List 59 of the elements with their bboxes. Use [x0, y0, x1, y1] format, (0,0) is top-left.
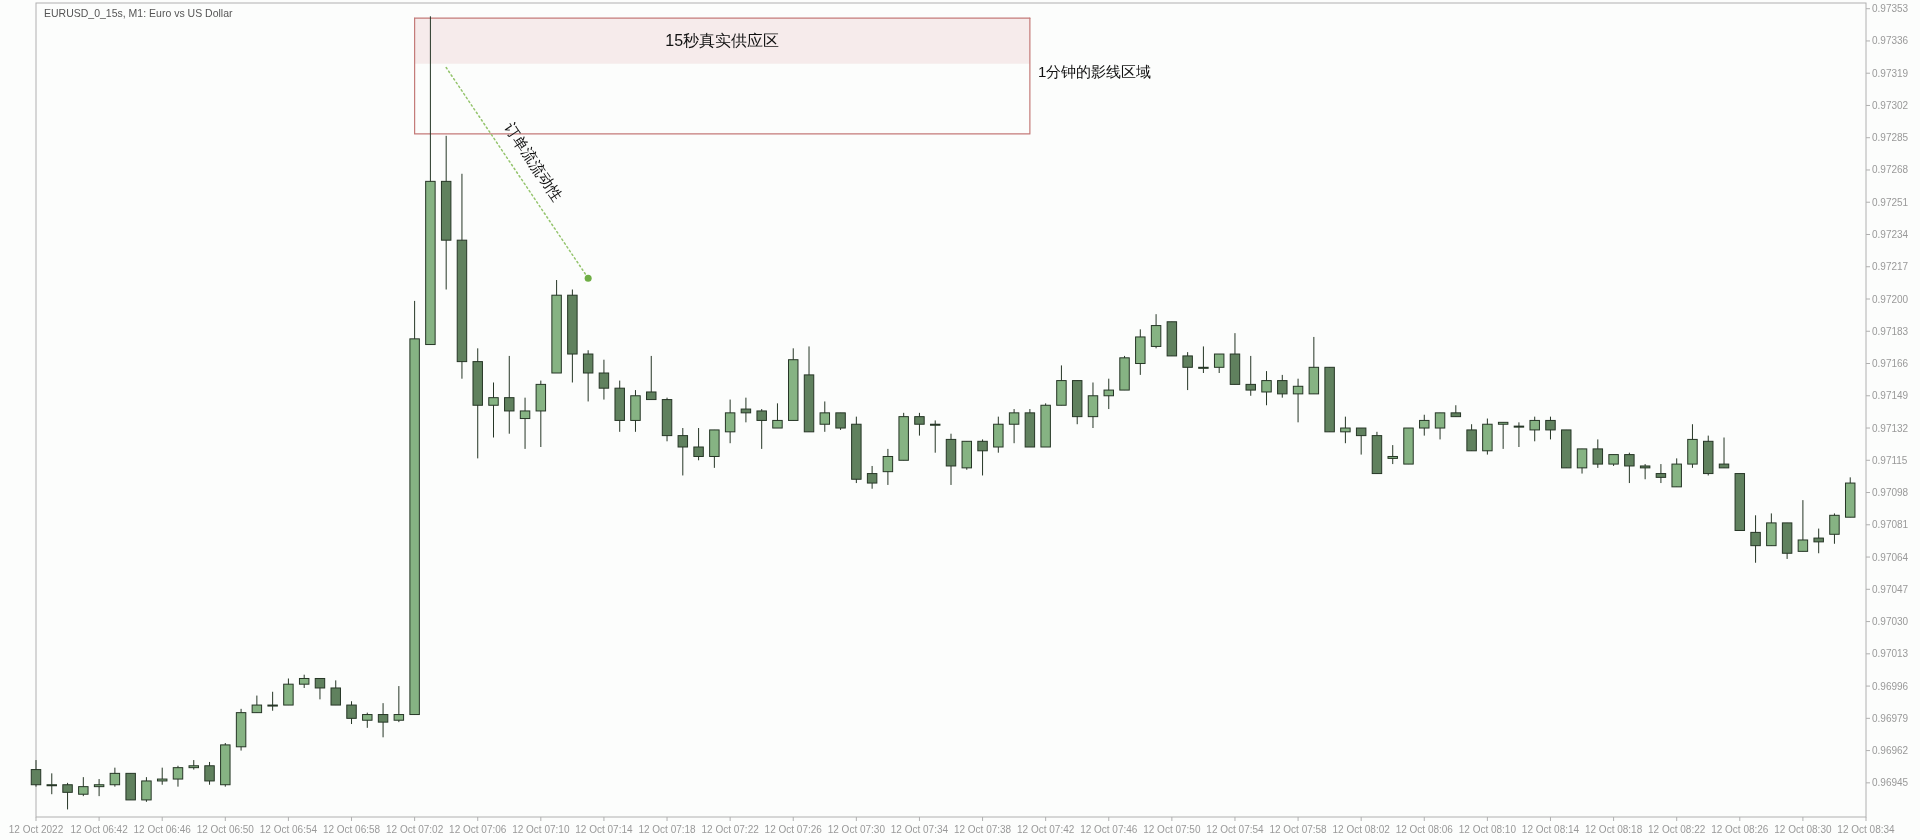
x-tick-label: 12 Oct 06:58: [322, 824, 381, 835]
x-tick-label: 12 Oct 07:30: [827, 824, 886, 835]
x-tick-label: 12 Oct 07:54: [1206, 824, 1265, 835]
x-tick-label: 12 Oct 08:06: [1395, 824, 1454, 835]
x-tick-label: 12 Oct 07:50: [1143, 824, 1201, 835]
x-tick-label: 12 Oct 07:38: [953, 824, 1012, 835]
y-tick-label: 0.97319: [1872, 67, 1909, 79]
y-tick-label: 0.97285: [1872, 132, 1909, 144]
y-tick-label: 0.97234: [1872, 228, 1909, 240]
y-tick-label: 0.97302: [1872, 99, 1909, 111]
x-tick-label: 12 Oct 07:42: [1017, 824, 1075, 835]
x-tick-label: 12 Oct 06:50: [196, 824, 255, 835]
y-tick-label: 0.97336: [1872, 35, 1909, 47]
y-tick-label: 0.97132: [1872, 422, 1909, 434]
annotation: 15秒真实供应区: [665, 32, 780, 50]
x-tick-label: 12 Oct 08:30: [1774, 824, 1832, 835]
x-tick-label: 12 Oct 08:14: [1521, 824, 1580, 835]
y-tick-label: 0.97268: [1872, 164, 1909, 176]
chart-title: EURUSD_0_15s, M1: Euro vs US Dollar: [44, 7, 233, 19]
y-tick-label: 0.97183: [1872, 325, 1909, 337]
x-tick-label: 12 Oct 08:18: [1584, 824, 1643, 835]
x-tick-label: 12 Oct 07:10: [512, 824, 570, 835]
y-tick-label: 0.96979: [1872, 712, 1909, 724]
x-tick-label: 12 Oct 06:42: [70, 824, 129, 835]
x-tick-label: 12 Oct 08:02: [1332, 824, 1391, 835]
x-tick-label: 12 Oct 07:46: [1080, 824, 1138, 835]
x-tick-label: 12 Oct 06:54: [259, 824, 318, 835]
y-tick-label: 0.96996: [1872, 680, 1909, 692]
y-tick-label: 0.96962: [1872, 745, 1909, 757]
x-tick-label: 12 Oct 2022: [8, 824, 64, 835]
y-tick-label: 0.97013: [1872, 648, 1909, 660]
y-tick-label: 0.97217: [1872, 261, 1909, 273]
y-tick-label: 0.97200: [1872, 293, 1909, 305]
x-tick-label: 12 Oct 08:34: [1837, 824, 1896, 835]
y-tick-label: 0.97353: [1872, 3, 1909, 15]
y-tick-label: 0.97166: [1872, 358, 1909, 370]
x-tick-label: 12 Oct 08:26: [1711, 824, 1769, 835]
x-tick-label: 12 Oct 07:06: [449, 824, 507, 835]
y-tick-label: 0.97047: [1872, 583, 1909, 595]
y-tick-label: 0.97149: [1872, 390, 1909, 402]
y-tick-label: 0.97251: [1872, 196, 1909, 208]
y-tick-label: 0.97098: [1872, 487, 1909, 499]
x-tick-label: 12 Oct 08:22: [1648, 824, 1706, 835]
x-tick-label: 12 Oct 07:58: [1269, 824, 1328, 835]
x-tick-label: 12 Oct 08:10: [1458, 824, 1517, 835]
x-tick-label: 12 Oct 07:18: [638, 824, 697, 835]
x-tick-label: 12 Oct 06:46: [133, 824, 192, 835]
x-tick-label: 12 Oct 07:14: [575, 824, 633, 835]
annotation: 1分钟的影线区域: [1037, 62, 1152, 80]
x-tick-label: 12 Oct 07:26: [764, 824, 823, 835]
y-tick-label: 0.97115: [1872, 454, 1908, 466]
x-tick-label: 12 Oct 07:34: [890, 824, 949, 835]
x-tick-label: 12 Oct 07:22: [701, 824, 760, 835]
x-tick-label: 12 Oct 07:02: [385, 824, 444, 835]
y-tick-label: 0.97030: [1872, 616, 1909, 628]
y-tick-label: 0.96945: [1872, 777, 1909, 789]
y-tick-label: 0.97081: [1872, 519, 1909, 531]
y-tick-label: 0.97064: [1872, 551, 1909, 563]
annotation: 订单流流动性: [501, 119, 566, 204]
